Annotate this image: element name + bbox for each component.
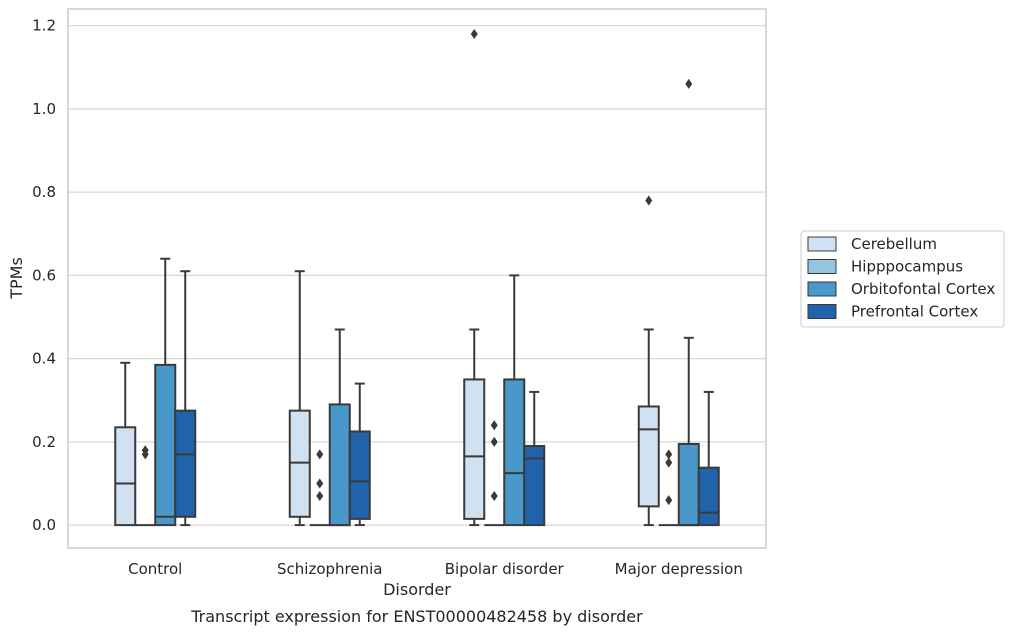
- legend-label: Orbitofontal Cortex: [851, 280, 995, 298]
- y-tick-label: 0.2: [32, 433, 56, 451]
- box-group: [114, 361, 137, 527]
- box-group: [174, 270, 197, 527]
- legend-label: Hipppocampus: [851, 258, 963, 276]
- box: [697, 466, 720, 527]
- y-tick-label: 0.4: [32, 350, 56, 368]
- outlier-point: [685, 78, 693, 89]
- box: [637, 405, 660, 508]
- box-group: [348, 382, 371, 527]
- box: [523, 445, 546, 527]
- outlier-point: [490, 436, 498, 447]
- chart-title: Transcript expression for ENST0000048245…: [190, 607, 643, 626]
- legend-swatch: [807, 281, 837, 297]
- outlier-point: [490, 420, 498, 431]
- boxes-layer: [114, 28, 720, 527]
- box: [503, 378, 526, 527]
- plot-frame: [67, 8, 767, 549]
- y-tick-label: 0.0: [32, 516, 56, 534]
- x-tick-label: Schizophrenia: [277, 560, 382, 578]
- box: [328, 403, 351, 527]
- box: [154, 363, 177, 527]
- box-group: [288, 270, 311, 527]
- outlier-point: [645, 195, 653, 206]
- legend-swatch: [807, 259, 837, 274]
- y-tick-label: 0.6: [32, 266, 56, 284]
- x-tick-label: Major depression: [615, 560, 743, 578]
- box-group: [463, 28, 486, 527]
- box-group: [523, 390, 546, 527]
- box: [677, 442, 700, 527]
- outlier-point: [490, 490, 498, 501]
- box: [114, 426, 137, 527]
- box-group: [154, 257, 177, 527]
- legend-frame: [800, 230, 1005, 328]
- outlier-point: [665, 457, 673, 468]
- box-group: [697, 390, 720, 527]
- outlier-point: [470, 28, 478, 39]
- outlier-point: [316, 490, 324, 501]
- box-group: [637, 195, 660, 527]
- y-tick-labels: 0.0 0.2 0.4 0.6 0.8 1.0 1.2: [32, 17, 56, 534]
- x-tick-labels: Control Schizophrenia Bipolar disorder Majo…: [128, 560, 743, 578]
- y-axis-label: TPMs: [7, 257, 26, 300]
- box: [463, 378, 486, 520]
- box-group: [484, 420, 505, 527]
- x-axis-label: Disorder: [383, 580, 451, 599]
- x-tick-label: Control: [128, 560, 182, 578]
- outlier-point: [665, 495, 673, 506]
- box: [174, 409, 197, 518]
- box-group: [503, 274, 526, 527]
- box-group: [328, 328, 351, 527]
- outlier-point: [316, 478, 324, 489]
- y-tick-label: 1.2: [32, 17, 56, 35]
- legend-swatch: [807, 304, 837, 319]
- legend-swatch: [807, 236, 837, 252]
- box-group: [309, 449, 330, 527]
- legend-label: Cerebellum: [851, 235, 937, 253]
- box: [288, 409, 311, 518]
- outlier-point: [665, 449, 673, 460]
- box-group: [677, 78, 700, 527]
- y-tick-label: 0.8: [32, 183, 56, 201]
- box: [348, 430, 371, 520]
- legend-label: Prefrontal Cortex: [851, 303, 978, 321]
- x-tick-label: Bipolar disorder: [445, 560, 565, 578]
- legend: Cerebellum Hipppocampus Orbitofontal Corte…: [800, 230, 1005, 328]
- box-group: [658, 449, 679, 527]
- y-tick-label: 1.0: [32, 100, 56, 118]
- box-group: [135, 445, 156, 527]
- outlier-point: [141, 445, 149, 456]
- outlier-point: [316, 449, 324, 460]
